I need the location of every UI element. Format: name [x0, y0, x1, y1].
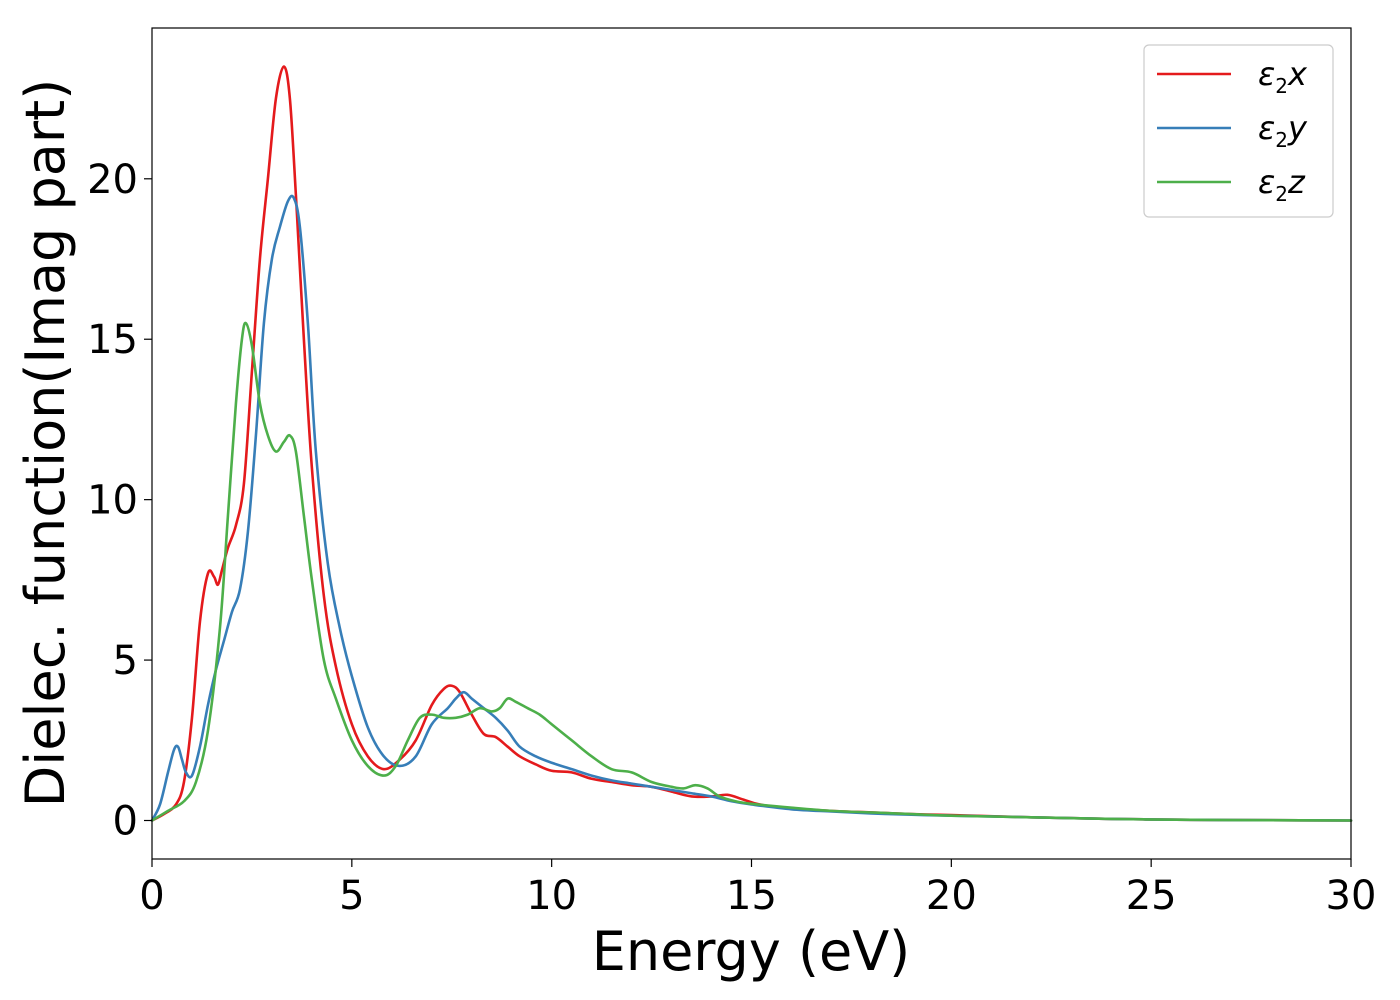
x-tick-label: 30 [1326, 873, 1377, 919]
legend-frame [1143, 44, 1334, 218]
legend-label-z: ε2z [1258, 163, 1306, 206]
y-tick-label: 5 [113, 638, 138, 684]
y-axis-title: Dielec. function(Imag part) [14, 79, 77, 808]
x-tick-label: 25 [1126, 873, 1177, 919]
y-tick-label: 10 [87, 478, 138, 524]
y-tick-label: 0 [113, 798, 138, 844]
y-axis: 0 5 10 15 20 [87, 157, 152, 844]
y-tick-label: 20 [87, 157, 138, 203]
x-axis: 0 5 10 15 20 25 30 [139, 859, 1376, 919]
x-tick-label: 15 [726, 873, 777, 919]
x-tick-label: 0 [139, 873, 164, 919]
y-tick-label: 15 [87, 317, 138, 363]
x-tick-label: 5 [339, 873, 364, 919]
legend-label-y: ε2y [1258, 109, 1308, 152]
legend-label-x: ε2x [1258, 55, 1308, 98]
series-line-z [150, 321, 1353, 822]
series-group [150, 65, 1353, 822]
legend: ε2x ε2y ε2z [1143, 44, 1334, 218]
x-axis-title: Energy (eV) [592, 920, 911, 983]
x-tick-label: 20 [926, 873, 977, 919]
x-tick-label: 10 [526, 873, 577, 919]
